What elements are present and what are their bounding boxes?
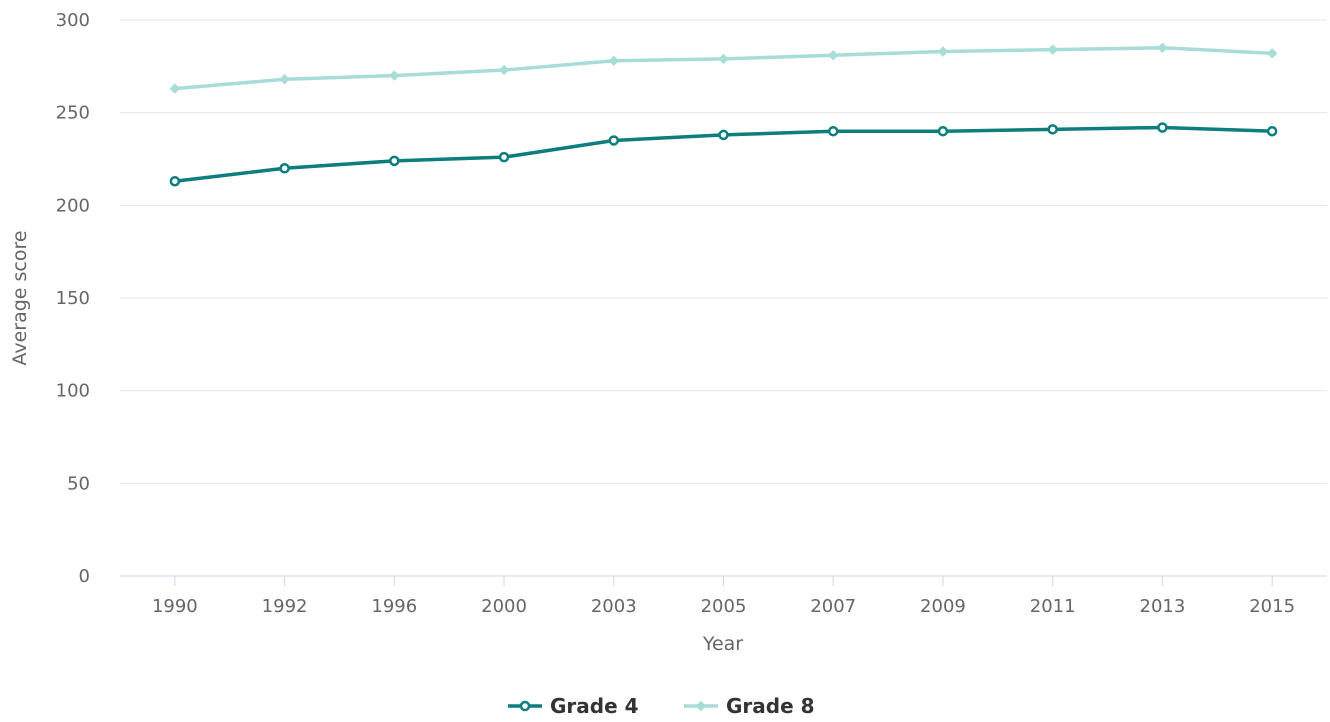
data-point[interactable]: [498, 151, 510, 163]
data-point[interactable]: [1266, 48, 1278, 59]
y-tick-label: 50: [67, 473, 90, 494]
data-point[interactable]: [389, 70, 400, 81]
legend-marker[interactable]: [695, 700, 707, 712]
data-point[interactable]: [608, 55, 619, 66]
y-tick-label: 100: [56, 381, 90, 402]
legend-item[interactable]: Grade 8: [684, 694, 815, 718]
data-point[interactable]: [937, 46, 949, 57]
data-point[interactable]: [1157, 122, 1168, 133]
data-point[interactable]: [498, 64, 510, 76]
x-tick-label: 1996: [371, 596, 417, 617]
legend-label: Grade 4: [550, 694, 639, 718]
series-layer: [169, 42, 1278, 187]
data-point[interactable]: [279, 163, 290, 174]
legend-item[interactable]: Grade 4: [508, 694, 639, 718]
x-axis-title: Year: [702, 633, 743, 655]
data-point[interactable]: [1047, 44, 1058, 55]
data-point[interactable]: [1047, 124, 1058, 135]
y-tick-label: 200: [56, 195, 90, 216]
x-tick-label: 2011: [1030, 596, 1076, 617]
axes: 0 50 100 150 200 250 300 1990 1992 1996 2000 2003 20…: [56, 10, 1327, 617]
x-tick-label: 2015: [1249, 596, 1295, 617]
data-point[interactable]: [827, 125, 839, 137]
data-point[interactable]: [169, 175, 181, 187]
data-point[interactable]: [169, 83, 181, 94]
grid-lines: [120, 19, 1327, 484]
series-2: [169, 42, 1278, 94]
y-tick-label: 0: [79, 566, 90, 587]
x-tick-label: 2000: [481, 596, 527, 617]
data-point[interactable]: [1157, 42, 1168, 54]
legend: Grade 4 Grade 8: [508, 694, 815, 718]
data-point[interactable]: [828, 50, 839, 61]
x-tick-label: 2003: [591, 596, 637, 617]
legend-label: Grade 8: [726, 694, 815, 718]
legend-marker[interactable]: [519, 700, 531, 712]
x-tick-label: 2009: [920, 596, 966, 617]
data-point[interactable]: [1266, 125, 1278, 137]
data-point[interactable]: [937, 125, 949, 137]
x-tick-label: 1990: [152, 596, 198, 617]
data-point[interactable]: [279, 74, 290, 85]
x-tick-label: 2013: [1140, 596, 1186, 617]
y-tick-label: 150: [56, 288, 90, 309]
data-point[interactable]: [718, 129, 729, 141]
x-tick-label: 2007: [810, 596, 856, 617]
y-axis-title: Average score: [9, 230, 31, 365]
data-point[interactable]: [718, 53, 729, 65]
y-tick-label: 300: [56, 10, 90, 31]
y-tick-label: 250: [56, 103, 90, 124]
series-1: [169, 122, 1278, 187]
data-point[interactable]: [389, 155, 400, 167]
data-point[interactable]: [608, 135, 620, 146]
x-tick-label: 2005: [701, 596, 747, 617]
x-tick-label: 1992: [262, 596, 308, 617]
